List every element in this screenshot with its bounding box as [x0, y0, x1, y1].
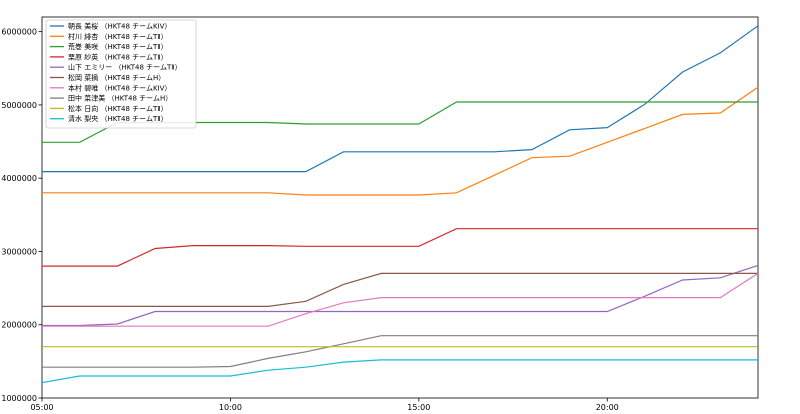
legend-label-9: 清水 梨央 （HKT48 チームTⅡ） [68, 114, 168, 123]
y-tick-label-3: 4000000 [1, 174, 37, 183]
x-tick-label-1: 10:00 [219, 403, 242, 412]
series-line-3 [42, 228, 758, 267]
series-line-9 [41, 359, 758, 384]
series-line-4 [42, 264, 759, 327]
legend-label-0: 朝長 美桜 （HKT48 チームKIV） [68, 22, 171, 31]
series-line-5 [42, 272, 758, 307]
legend-label-6: 本村 碧唯 （HKT48 チームKIV） [68, 83, 171, 92]
series-lines [41, 25, 759, 384]
legend-label-1: 村川 緋杏 （HKT48 チームTⅡ） [68, 32, 168, 41]
x-tick-label-0: 05:00 [30, 403, 53, 412]
legend-label-7: 田中 菜津美 （HKT48 チームH） [68, 94, 172, 103]
y-tick-label-1: 2000000 [1, 321, 37, 330]
series-line-0 [42, 25, 759, 173]
y-tick-label-0: 1000000 [1, 394, 37, 403]
series-line-7 [42, 335, 758, 368]
legend-label-3: 栗原 紗英 （HKT48 チームTⅡ） [68, 52, 168, 61]
x-tick-label-3: 20:00 [596, 403, 619, 412]
legend: 朝長 美桜 （HKT48 チームKIV）村川 緋杏 （HKT48 チームTⅡ）荒… [45, 19, 197, 129]
legend-label-4: 山下 エミリー （HKT48 チームTⅡ） [68, 63, 182, 72]
y-tick-label-5: 6000000 [1, 28, 37, 37]
legend-label-5: 松岡 菜摘 （HKT48 チームH） [68, 73, 165, 82]
x-tick-label-2: 15:00 [407, 403, 430, 412]
y-tick-label-4: 5000000 [1, 101, 37, 110]
legend-box [45, 19, 197, 129]
y-tick-label-2: 3000000 [1, 247, 37, 256]
y-axis: 1000000 2000000 3000000 4000000 5000000 60000… [1, 28, 42, 403]
series-line-1 [42, 86, 759, 196]
series-line-6 [42, 272, 759, 327]
x-axis: 05:00 10:00 15:00 20:00 [30, 398, 619, 412]
legend-label-8: 松本 日向 （HKT48 チームTⅡ） [68, 104, 168, 113]
legend-label-2: 荒巻 美咲 （HKT48 チームTⅡ） [68, 42, 168, 51]
